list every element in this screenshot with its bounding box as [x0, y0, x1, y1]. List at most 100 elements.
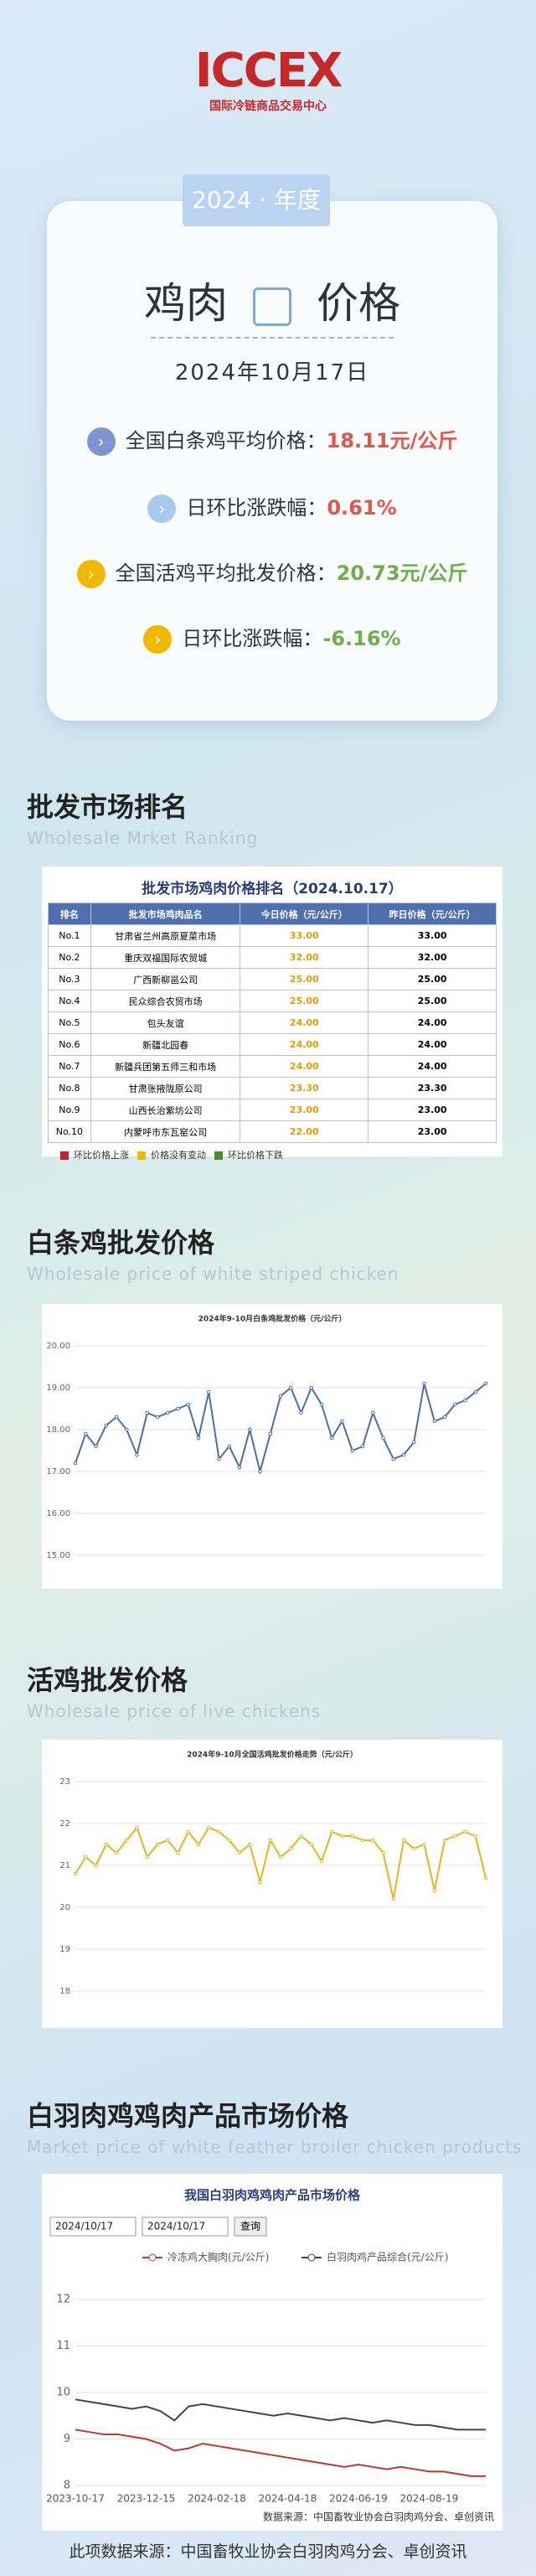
- table-cell: 23.00: [368, 1120, 497, 1143]
- title-right: 价格: [317, 279, 400, 328]
- line-value: 0.61%: [327, 496, 397, 520]
- table-cell: 32.00: [240, 946, 369, 969]
- bullet: ›: [143, 625, 173, 654]
- point: [401, 1838, 406, 1843]
- x-tick-label: 2024-06-19: [329, 2493, 388, 2505]
- chart: 我国白羽肉鸡鸡肉产品市场价格 8 9 10 11 12 2023-10-17 2023-12-…: [46, 2188, 494, 2523]
- legend-marker: [148, 2253, 157, 2262]
- point: [288, 1846, 293, 1851]
- y-tick-label: 20.00: [46, 1342, 70, 1351]
- point: [124, 1427, 129, 1432]
- table-cell: 民众综合农贸市场: [90, 990, 241, 1012]
- table-row: No.8 甘肃张掖陇原公司 23.30 23.30: [48, 1077, 497, 1099]
- table-cell: 包头友谊: [90, 1011, 241, 1034]
- table-cell: No.4: [48, 990, 91, 1012]
- ranking-table: 排名 批发市场鸡肉品名 今日价格（元/公斤） 昨日价格（元/公斤） No.1 甘肃省兰州高…: [48, 903, 497, 1143]
- series-line: [75, 1825, 487, 1900]
- table-cell: 33.00: [240, 924, 369, 947]
- table-cell: No.8: [48, 1077, 91, 1099]
- y-tick-label: 12: [56, 2294, 70, 2306]
- point: [401, 1452, 406, 1457]
- legend-swatch: [137, 1151, 146, 1160]
- point: [483, 1381, 488, 1386]
- chart-title: 2024年9-10月全国活鸡批发价格走势（元/公斤）: [187, 1750, 358, 1760]
- point: [165, 1410, 170, 1415]
- line-label: 全国白条鸡平均价格：: [125, 429, 327, 453]
- point: [196, 1842, 201, 1847]
- point: [432, 1419, 437, 1424]
- point: [247, 1842, 252, 1847]
- legend-label: 环比价格上涨: [74, 1150, 129, 1161]
- table-cell: 重庆双福国际农贸城: [90, 946, 241, 969]
- card-title: 鸡肉 价格: [47, 270, 497, 330]
- point: [340, 1419, 344, 1424]
- point: [237, 1465, 242, 1470]
- point: [155, 1415, 160, 1420]
- point: [104, 1842, 109, 1847]
- header-cell: 今日价格（元/公斤）: [240, 903, 369, 925]
- table-cell: 23.00: [368, 1099, 497, 1121]
- table-header: 排名 批发市场鸡肉品名 今日价格（元/公斤） 昨日价格（元/公斤）: [48, 903, 497, 925]
- y-tick-label: 17.00: [46, 1467, 70, 1477]
- y-tick-label: 22: [59, 1819, 70, 1829]
- point: [145, 1410, 150, 1415]
- summary-line: › 日环比涨跌幅：-6.16%: [47, 622, 497, 654]
- table-card: 批发市场鸡肉价格排名（2024.10.17） 排名 批发市场鸡肉品名 今日价格（元/…: [42, 866, 502, 1161]
- point: [155, 1842, 160, 1847]
- table-cell: No.3: [48, 968, 91, 991]
- trend-icon: [253, 287, 291, 326]
- point: [176, 1850, 180, 1855]
- query-button[interactable]: [234, 2216, 267, 2237]
- point: [227, 1444, 232, 1449]
- line-label: 日环比涨跌幅：: [182, 627, 323, 650]
- point: [319, 1859, 324, 1864]
- point: [411, 1846, 416, 1851]
- table-cell: 32.00: [368, 946, 497, 969]
- line-value: 20.73元/公斤: [336, 561, 468, 585]
- x-tick-label: 2023-12-15: [117, 2493, 176, 2505]
- table-body: No.1 甘肃省兰州高原夏菜市场 33.00 33.00 No.2 重庆双福国际农贸城 32…: [48, 924, 497, 1143]
- table-row: No.6 新疆北园春 24.00 24.00: [48, 1033, 497, 1056]
- legend-label: 冷冻鸡大胸肉(元/公斤): [168, 2251, 269, 2263]
- point: [73, 1461, 78, 1466]
- point: [217, 1456, 221, 1461]
- table-cell: 甘肃张掖陇原公司: [90, 1077, 241, 1099]
- table-title: 批发市场鸡肉价格排名（2024.10.17）: [142, 881, 403, 897]
- table-row: No.10 内蒙呼市东瓦窑公司 22.00 23.00: [48, 1120, 497, 1143]
- point: [94, 1444, 98, 1449]
- table-cell: 甘肃省兰州高原夏菜市场: [90, 924, 241, 947]
- chart: 2024年9-10月白条鸡批发价格（元/公斤） 15.00 16.00 17.00 18…: [46, 1314, 488, 1560]
- y-tick-label: 11: [56, 2340, 70, 2352]
- table-cell: 23.30: [240, 1077, 369, 1099]
- y-tick-label: 23: [59, 1777, 70, 1787]
- chart-title: 我国白羽肉鸡鸡肉产品市场价格: [184, 2188, 361, 2203]
- table-cell: No.6: [48, 1033, 91, 1056]
- x-tick-label: 2024-02-18: [188, 2493, 246, 2505]
- section-title: 活鸡批发价格: [27, 1664, 188, 1696]
- bullet: ›: [76, 560, 106, 588]
- point: [135, 1825, 139, 1830]
- point: [309, 1385, 314, 1390]
- point: [340, 1834, 344, 1839]
- point: [94, 1863, 98, 1868]
- footer: 此项数据来源：中国畜牧业协会白羽肉鸡分会、卓创资讯: [69, 2542, 467, 2561]
- legend-marker: [307, 2253, 316, 2262]
- table-cell: 33.00: [368, 924, 497, 947]
- point: [299, 1834, 303, 1839]
- legend-swatch: [60, 1151, 69, 1160]
- point: [196, 1435, 201, 1441]
- section-subtitle: Wholesale Mrket Ranking: [27, 828, 259, 848]
- section-subtitle: Market price of white feather broiler ch…: [27, 2137, 523, 2157]
- point: [381, 1435, 385, 1441]
- point: [114, 1415, 119, 1420]
- series-line: [75, 2429, 486, 2477]
- table-cell: 内蒙呼市东瓦窑公司: [90, 1120, 241, 1143]
- summary-line: › 日环比涨跌幅：0.61%: [47, 491, 497, 523]
- point: [227, 1838, 232, 1843]
- point: [360, 1838, 365, 1843]
- point: [411, 1440, 416, 1445]
- legend-label: 价格没有变动: [151, 1150, 206, 1161]
- point: [463, 1398, 467, 1403]
- chart: 2024年9-10月全国活鸡批发价格走势（元/公斤） 18 19 20 21 22 23: [59, 1750, 488, 1996]
